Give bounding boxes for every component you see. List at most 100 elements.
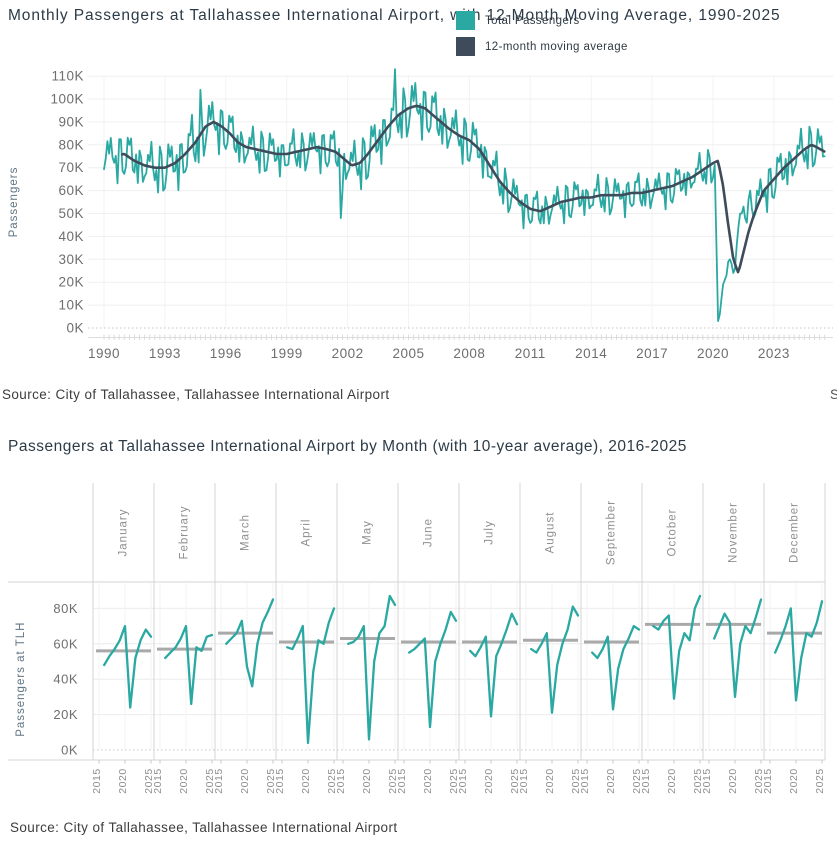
passengers-line-december [774,600,824,702]
svg-text:2025: 2025 [692,768,704,793]
passengers-line-june [408,610,458,729]
top-chart-source: Source: City of Tallahassee, Tallahassee… [2,387,390,402]
bottom-chart-y-tick-labels: 0K 20K 40K 60K 80K [53,601,78,758]
passengers-line-july [469,612,519,718]
top-chart-x-axis [88,334,833,340]
svg-text:80K: 80K [58,137,84,152]
legend-item-moving-average: 12-month moving average [456,37,628,56]
legend-label-moving-average: 12-month moving average [485,40,628,53]
top-chart-grid [88,75,833,329]
svg-text:2020: 2020 [300,768,312,793]
svg-text:2015: 2015 [579,768,591,793]
svg-text:0K: 0K [66,321,84,336]
svg-text:2020: 2020 [605,768,617,793]
svg-text:40K: 40K [58,229,84,244]
svg-text:40K: 40K [53,672,78,687]
svg-text:2005: 2005 [392,346,424,361]
svg-text:2025: 2025 [814,768,826,793]
legend-swatch-total-passengers [456,11,475,30]
stray-clipped-text: S [830,387,837,402]
svg-text:May: May [362,520,374,545]
svg-text:2015: 2015 [152,768,164,793]
passengers-line-october [652,594,702,700]
svg-text:90K: 90K [58,114,84,129]
top-chart-series [103,68,826,323]
svg-text:2002: 2002 [332,346,364,361]
svg-text:December: December [789,502,801,563]
passengers-line-march [225,598,275,688]
legend-item-total-passengers: Total Passengers [456,11,580,30]
svg-text:2015: 2015 [640,768,652,793]
svg-text:2020: 2020 [544,768,556,793]
bottom-chart-grid [93,583,825,751]
svg-text:July: July [484,520,496,544]
svg-text:100K: 100K [50,92,84,107]
svg-text:110K: 110K [51,69,84,84]
svg-text:2025: 2025 [509,768,521,793]
svg-text:30K: 30K [58,252,84,267]
svg-text:March: March [240,514,252,551]
svg-text:2015: 2015 [518,768,530,793]
svg-text:2020: 2020 [727,768,739,793]
svg-text:2025: 2025 [326,768,338,793]
svg-text:2020: 2020 [117,768,129,793]
svg-text:Passengers: Passengers [8,167,20,238]
svg-text:1996: 1996 [210,346,242,361]
svg-text:2011: 2011 [515,346,546,361]
svg-text:2025: 2025 [631,768,643,793]
svg-text:2015: 2015 [457,768,469,793]
svg-text:February: February [179,505,191,559]
svg-text:2025: 2025 [570,768,582,793]
svg-text:2025: 2025 [387,768,399,793]
svg-text:Passengers at TLH: Passengers at TLH [15,622,27,737]
svg-text:2015: 2015 [274,768,286,793]
svg-text:April: April [301,518,313,546]
top-chart-x-tick-labels: 1990 1993 1996 1999 2002 2005 2008 2011 2014 2017… [88,346,789,361]
svg-text:November: November [728,502,740,563]
passengers-line-september [591,624,641,711]
bottom-chart-month-lines [103,594,824,745]
svg-text:80K: 80K [53,601,78,616]
bottom-chart-frame [8,483,826,761]
svg-text:2015: 2015 [335,768,347,793]
svg-text:2025: 2025 [753,768,765,793]
svg-text:2020: 2020 [666,768,678,793]
svg-text:20K: 20K [53,707,78,722]
svg-text:60K: 60K [58,183,84,198]
svg-text:2020: 2020 [422,768,434,793]
svg-text:2020: 2020 [483,768,495,793]
svg-text:50K: 50K [58,206,84,221]
svg-text:2020: 2020 [239,768,251,793]
total-passengers-line [103,68,826,323]
svg-text:June: June [423,518,435,547]
svg-text:2015: 2015 [701,768,713,793]
top-chart-title: Monthly Passengers at Tallahassee Intern… [8,7,781,24]
svg-text:August: August [545,512,557,554]
svg-text:0K: 0K [61,743,78,758]
svg-text:2020: 2020 [697,346,729,361]
svg-text:1993: 1993 [149,346,181,361]
svg-text:2020: 2020 [788,768,800,793]
svg-text:70K: 70K [58,160,84,175]
legend-label-total-passengers: Total Passengers [485,14,580,27]
svg-text:10K: 10K [58,298,84,313]
top-chart-ma-series [121,104,826,274]
svg-text:2020: 2020 [178,768,190,793]
top-chart-y-axis-title: Passengers [8,167,20,238]
passengers-line-may [347,594,397,741]
svg-text:2025: 2025 [265,768,277,793]
svg-text:2015: 2015 [762,768,774,793]
svg-text:1999: 1999 [271,346,303,361]
svg-text:20K: 20K [58,275,84,290]
passengers-line-november [713,598,763,699]
passengers-line-august [530,605,580,714]
svg-text:January: January [118,509,130,557]
bottom-chart-average-lines [96,622,822,653]
svg-text:2008: 2008 [453,346,485,361]
svg-text:1990: 1990 [88,346,120,361]
svg-text:2025: 2025 [448,768,460,793]
svg-text:2015: 2015 [213,768,225,793]
